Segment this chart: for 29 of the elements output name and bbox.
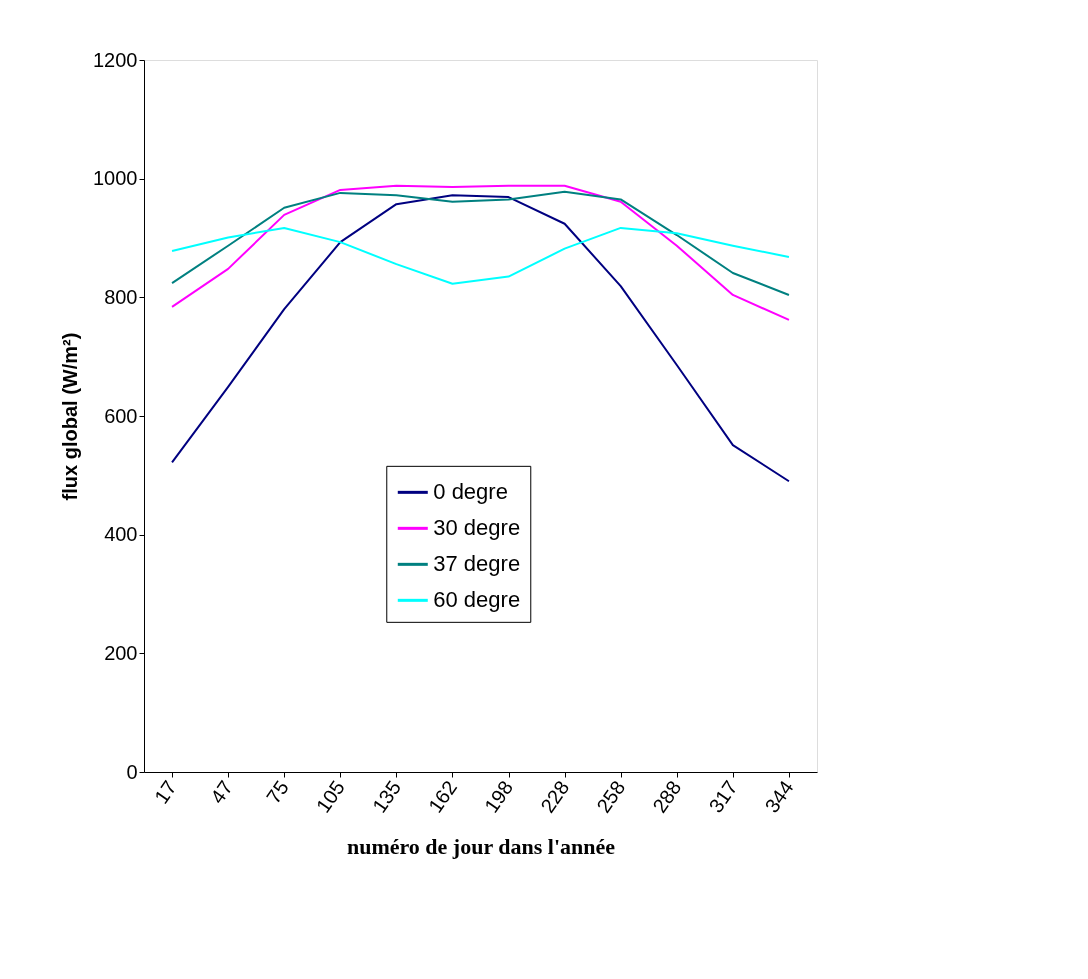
x-tick-label: 47 — [206, 776, 237, 808]
legend-label: 37 degre — [433, 551, 521, 577]
x-tick-label: 228 — [536, 776, 574, 817]
x-tick-label: 75 — [262, 776, 293, 808]
y-tick-label: 200 — [104, 641, 138, 664]
x-tick-label: 162 — [423, 776, 462, 817]
x-tick-label: 135 — [367, 776, 406, 817]
y-tick-label: 400 — [104, 523, 138, 546]
x-tick-label: 258 — [592, 776, 630, 817]
legend-label: 60 degre — [433, 587, 521, 613]
y-tick-label: 1200 — [93, 48, 138, 71]
y-axis-title: flux global (W/m²) — [59, 332, 82, 501]
x-tick-label: 198 — [480, 776, 518, 817]
line-series — [171, 226, 790, 285]
x-tick-label: 17 — [149, 776, 181, 808]
legend-label: 0 degre — [433, 479, 508, 505]
line-series — [171, 194, 790, 483]
x-tick-label: 288 — [648, 776, 686, 817]
y-tick-label: 800 — [104, 285, 138, 308]
line-series — [171, 190, 790, 296]
x-axis-title: numéro de jour dans l'année — [346, 833, 616, 859]
x-tick-label: 105 — [311, 776, 349, 817]
x-tick-label: 317 — [704, 776, 742, 817]
x-tick-label: 344 — [760, 776, 798, 817]
legend-label: 30 degre — [433, 515, 521, 541]
line-series — [171, 184, 790, 321]
y-tick-label: 1000 — [93, 167, 138, 190]
y-tick-label: 0 — [126, 760, 138, 783]
y-tick-label: 600 — [104, 404, 138, 427]
